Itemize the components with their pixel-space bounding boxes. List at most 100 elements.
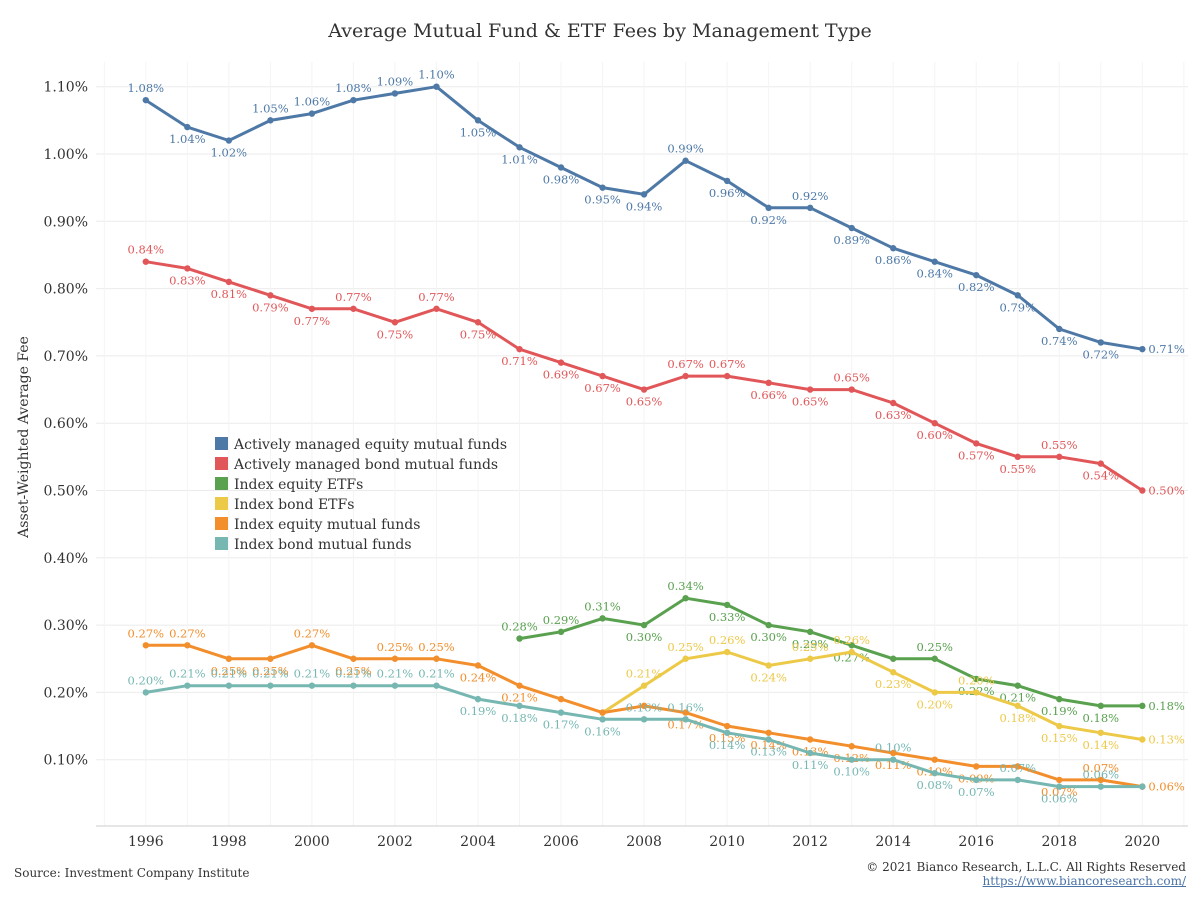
- data-label: 0.75%: [377, 327, 414, 341]
- data-label: 0.84%: [128, 243, 165, 257]
- y-tick-label: 0.10%: [44, 753, 88, 769]
- data-point: [931, 756, 938, 763]
- data-point: [350, 655, 357, 662]
- data-label: 0.16%: [667, 700, 704, 714]
- data-point: [640, 716, 648, 723]
- data-point: [391, 655, 399, 662]
- data-point: [682, 157, 689, 164]
- data-label: 1.09%: [377, 74, 414, 88]
- data-point: [516, 144, 523, 151]
- data-point: [1056, 783, 1063, 790]
- data-point: [474, 117, 482, 124]
- y-tick-label: 0.90%: [44, 214, 88, 230]
- data-point: [682, 372, 689, 380]
- data-point: [308, 110, 316, 117]
- data-point: [225, 682, 233, 689]
- y-tick-label: 0.30%: [44, 618, 88, 634]
- data-point: [890, 756, 897, 763]
- data-point: [142, 96, 150, 104]
- chart-title: Average Mutual Fund & ETF Fees by Manage…: [327, 20, 871, 42]
- data-point: [1014, 776, 1021, 784]
- legend-label: Index equity ETFs: [234, 477, 363, 493]
- data-point: [682, 709, 689, 716]
- data-label: 1.05%: [252, 101, 289, 115]
- data-point: [474, 319, 482, 326]
- data-label: 0.26%: [709, 633, 746, 647]
- data-point: [267, 292, 274, 299]
- x-tick-label: 2016: [958, 834, 994, 850]
- data-point: [931, 258, 938, 265]
- y-tick-label: 0.20%: [44, 685, 88, 701]
- legend-item-index-bond-etfs: Index bond ETFs: [215, 497, 354, 513]
- data-label: 0.25%: [667, 640, 704, 654]
- data-label: 0.81%: [211, 287, 248, 301]
- data-point: [184, 682, 191, 689]
- data-label: 0.99%: [667, 142, 704, 156]
- data-point: [391, 682, 399, 689]
- x-axis-ticks: 1996 1998 2000 2002 2004 2006 2008 2010 2012 2014…: [128, 834, 1160, 850]
- data-point: [806, 204, 814, 212]
- data-point: [474, 662, 482, 669]
- data-label: 0.92%: [792, 189, 829, 203]
- data-point: [1056, 453, 1063, 461]
- data-label: 1.02%: [211, 146, 248, 160]
- data-label: 1.04%: [169, 132, 206, 146]
- data-label: 0.06%: [1148, 780, 1185, 794]
- data-label: 0.15%: [1041, 731, 1078, 745]
- data-point: [350, 96, 357, 104]
- data-point: [599, 716, 606, 723]
- data-label: 0.65%: [833, 371, 870, 385]
- data-point: [433, 83, 440, 90]
- data-point: [640, 702, 648, 710]
- data-label: 0.19%: [460, 704, 497, 718]
- data-point: [433, 655, 440, 662]
- data-label: 0.25%: [418, 640, 455, 654]
- x-tick-label: 2014: [875, 834, 911, 850]
- website-link[interactable]: https://www.biancoresearch.com/: [982, 874, 1186, 888]
- data-point: [1139, 702, 1146, 710]
- y-axis-ticks: 0.10% 0.20% 0.30% 0.40% 0.50% 0.60% 0.70% 0.80%…: [44, 80, 88, 769]
- data-point: [599, 372, 606, 380]
- legend-item-index-equity-etfs: Index equity ETFs: [215, 477, 363, 493]
- data-label: 0.57%: [958, 448, 995, 462]
- data-label: 0.25%: [377, 640, 414, 654]
- data-label: 0.71%: [501, 354, 538, 368]
- data-point: [267, 117, 274, 124]
- data-label: 0.21%: [999, 691, 1036, 705]
- data-label: 0.79%: [252, 300, 289, 314]
- data-label: 0.84%: [916, 267, 953, 281]
- data-label: 0.72%: [1083, 347, 1120, 361]
- data-point: [890, 399, 897, 407]
- x-tick-label: 1996: [128, 834, 164, 850]
- data-label: 1.05%: [460, 125, 497, 139]
- data-point: [557, 359, 565, 366]
- data-point: [599, 709, 606, 716]
- data-point: [557, 164, 565, 171]
- series-actively-managed-equity-mutual-funds: 1.08% 1.04% 1.02% 1.05% 1.06% 1.08% 1.09% 1.10%…: [128, 68, 1185, 362]
- data-point: [806, 628, 814, 636]
- data-point: [1139, 487, 1146, 494]
- data-label: 0.50%: [1148, 484, 1185, 498]
- data-label: 0.96%: [709, 186, 746, 200]
- data-label: 0.18%: [1148, 699, 1185, 713]
- legend-swatch: [215, 457, 228, 470]
- data-point: [1139, 345, 1146, 353]
- legend: Actively managed equity mutual funds Acti…: [215, 437, 507, 553]
- data-label: 0.25%: [335, 664, 372, 678]
- data-point: [765, 736, 772, 743]
- data-label: 0.24%: [750, 670, 787, 684]
- data-label: 0.25%: [792, 640, 829, 654]
- data-label: 0.27%: [169, 626, 206, 640]
- data-label: 0.29%: [543, 613, 580, 627]
- data-point: [1056, 776, 1063, 784]
- series-line: [519, 596, 1143, 708]
- data-label: 1.01%: [501, 152, 538, 166]
- data-point: [1097, 702, 1105, 710]
- data-point: [308, 642, 316, 649]
- data-point: [474, 695, 482, 703]
- data-point: [765, 204, 772, 212]
- data-point: [433, 305, 440, 312]
- data-label: 0.10%: [833, 765, 870, 779]
- data-label: 0.14%: [1083, 738, 1120, 752]
- data-point: [308, 682, 316, 689]
